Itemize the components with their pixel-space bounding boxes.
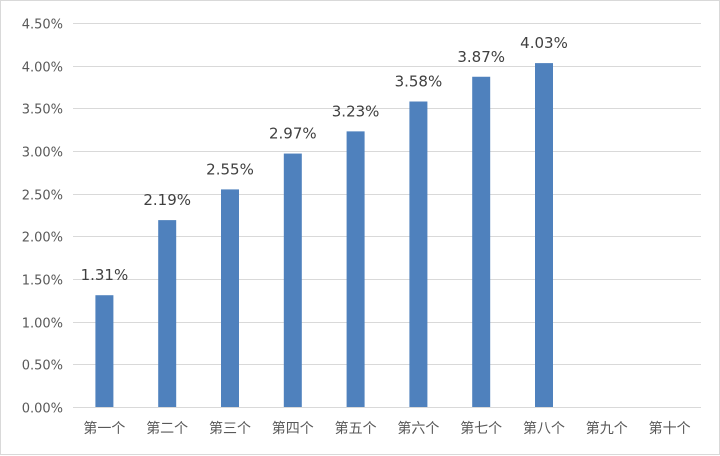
bar	[283, 153, 302, 407]
data-label: 3.58%	[395, 73, 443, 91]
data-label: 3.23%	[332, 102, 380, 120]
x-category-label: 第九个	[586, 420, 628, 437]
y-tick-label: 4.00%	[22, 61, 63, 76]
data-label: 1.31%	[81, 266, 129, 284]
x-axis-category-labels: 第一个 第二个 第三个 第四个 第五个 第六个 第七个 第八个 第九个 第十个	[83, 420, 690, 437]
y-tick-label: 4.50%	[22, 18, 63, 33]
x-category-label: 第七个	[460, 420, 502, 437]
y-tick-label: 3.00%	[22, 146, 63, 161]
y-tick-label: 0.50%	[22, 359, 63, 374]
y-tick-label: 1.50%	[22, 274, 63, 289]
bar	[221, 189, 239, 407]
data-labels: 1.31% 2.19% 2.55% 2.97% 3.23% 3.58% 3.87% 4.03%	[81, 34, 568, 284]
x-category-label: 第六个	[397, 420, 439, 437]
data-label: 2.55%	[206, 160, 254, 178]
data-label: 3.87%	[457, 48, 505, 66]
bar	[409, 101, 428, 408]
data-label: 2.19%	[143, 191, 191, 209]
data-label: 2.97%	[269, 125, 317, 143]
x-category-label: 第十个	[649, 420, 691, 437]
y-tick-label: 1.00%	[22, 317, 63, 332]
bar	[158, 220, 177, 407]
bar	[346, 131, 365, 407]
x-category-label: 第五个	[335, 420, 377, 437]
y-tick-label: 3.50%	[22, 103, 63, 118]
x-category-label: 第一个	[83, 420, 125, 437]
bar	[472, 76, 491, 407]
gridlines	[73, 23, 701, 408]
x-category-label: 第八个	[523, 420, 565, 437]
x-category-label: 第三个	[209, 420, 251, 437]
x-category-label: 第四个	[272, 420, 314, 437]
bars	[95, 63, 553, 408]
x-category-label: 第二个	[146, 420, 188, 437]
y-tick-label: 0.00%	[22, 402, 63, 417]
y-tick-label: 2.00%	[22, 231, 63, 246]
y-tick-label: 2.50%	[22, 189, 63, 204]
y-axis-tick-labels: 0.00% 0.50% 1.00% 1.50% 2.00% 2.50% 3.00% 3.50%…	[22, 18, 63, 417]
data-label: 4.03%	[520, 34, 568, 52]
bar	[95, 295, 114, 407]
bar	[535, 63, 553, 408]
